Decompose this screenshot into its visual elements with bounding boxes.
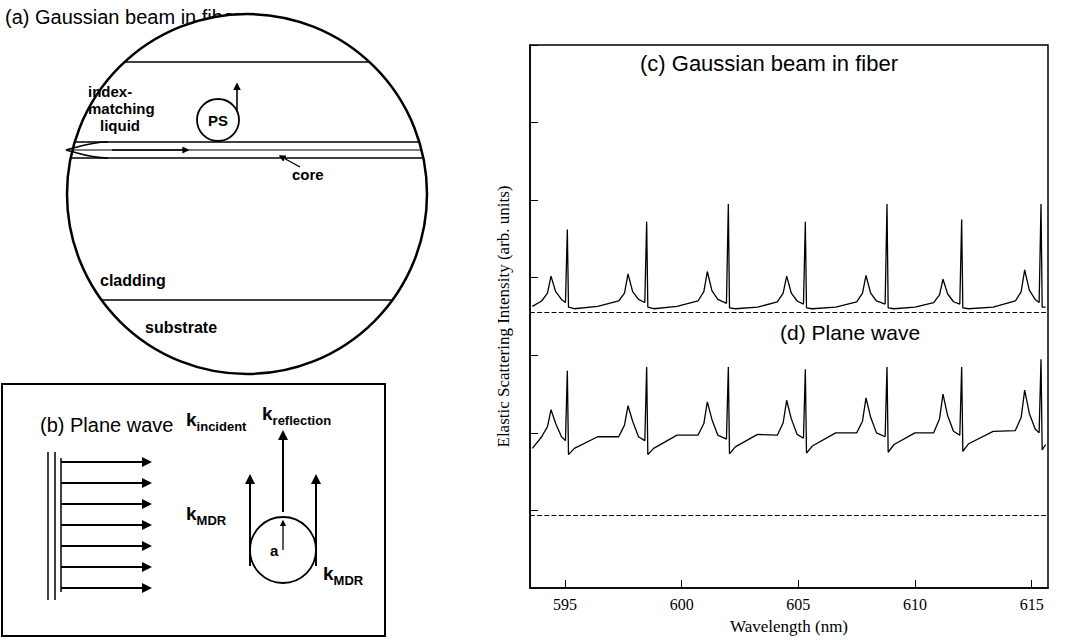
svg-text:matching: matching [88,100,155,117]
svg-text:index-: index- [88,83,132,100]
svg-text:600: 600 [670,596,694,613]
svg-text:liquid: liquid [100,117,140,134]
svg-text:(b) Plane wave: (b) Plane wave [40,414,173,436]
svg-text:a: a [270,542,279,559]
svg-text:615: 615 [1020,596,1044,613]
svg-text:PS: PS [208,112,228,129]
svg-text:595: 595 [553,596,577,613]
svg-text:Wavelength (nm): Wavelength (nm) [730,617,848,636]
svg-text:cladding: cladding [100,272,166,289]
svg-text:kMDR: kMDR [186,503,227,528]
svg-text:kMDR: kMDR [323,563,364,588]
svg-text:(a) Gaussian beam in fiber: (a) Gaussian beam in fiber [5,6,241,28]
svg-text:605: 605 [786,596,810,613]
svg-text:core: core [292,166,324,183]
svg-text:kreflection: kreflection [262,403,331,428]
svg-text:(d) Plane wave: (d) Plane wave [780,321,920,344]
svg-text:kincident: kincident [186,409,247,434]
svg-text:Elastic Scattering Intensity (: Elastic Scattering Intensity (arb. units… [494,185,513,447]
svg-text:610: 610 [903,596,927,613]
svg-text:(c) Gaussian beam in fiber: (c) Gaussian beam in fiber [640,51,898,76]
svg-text:substrate: substrate [145,319,217,336]
